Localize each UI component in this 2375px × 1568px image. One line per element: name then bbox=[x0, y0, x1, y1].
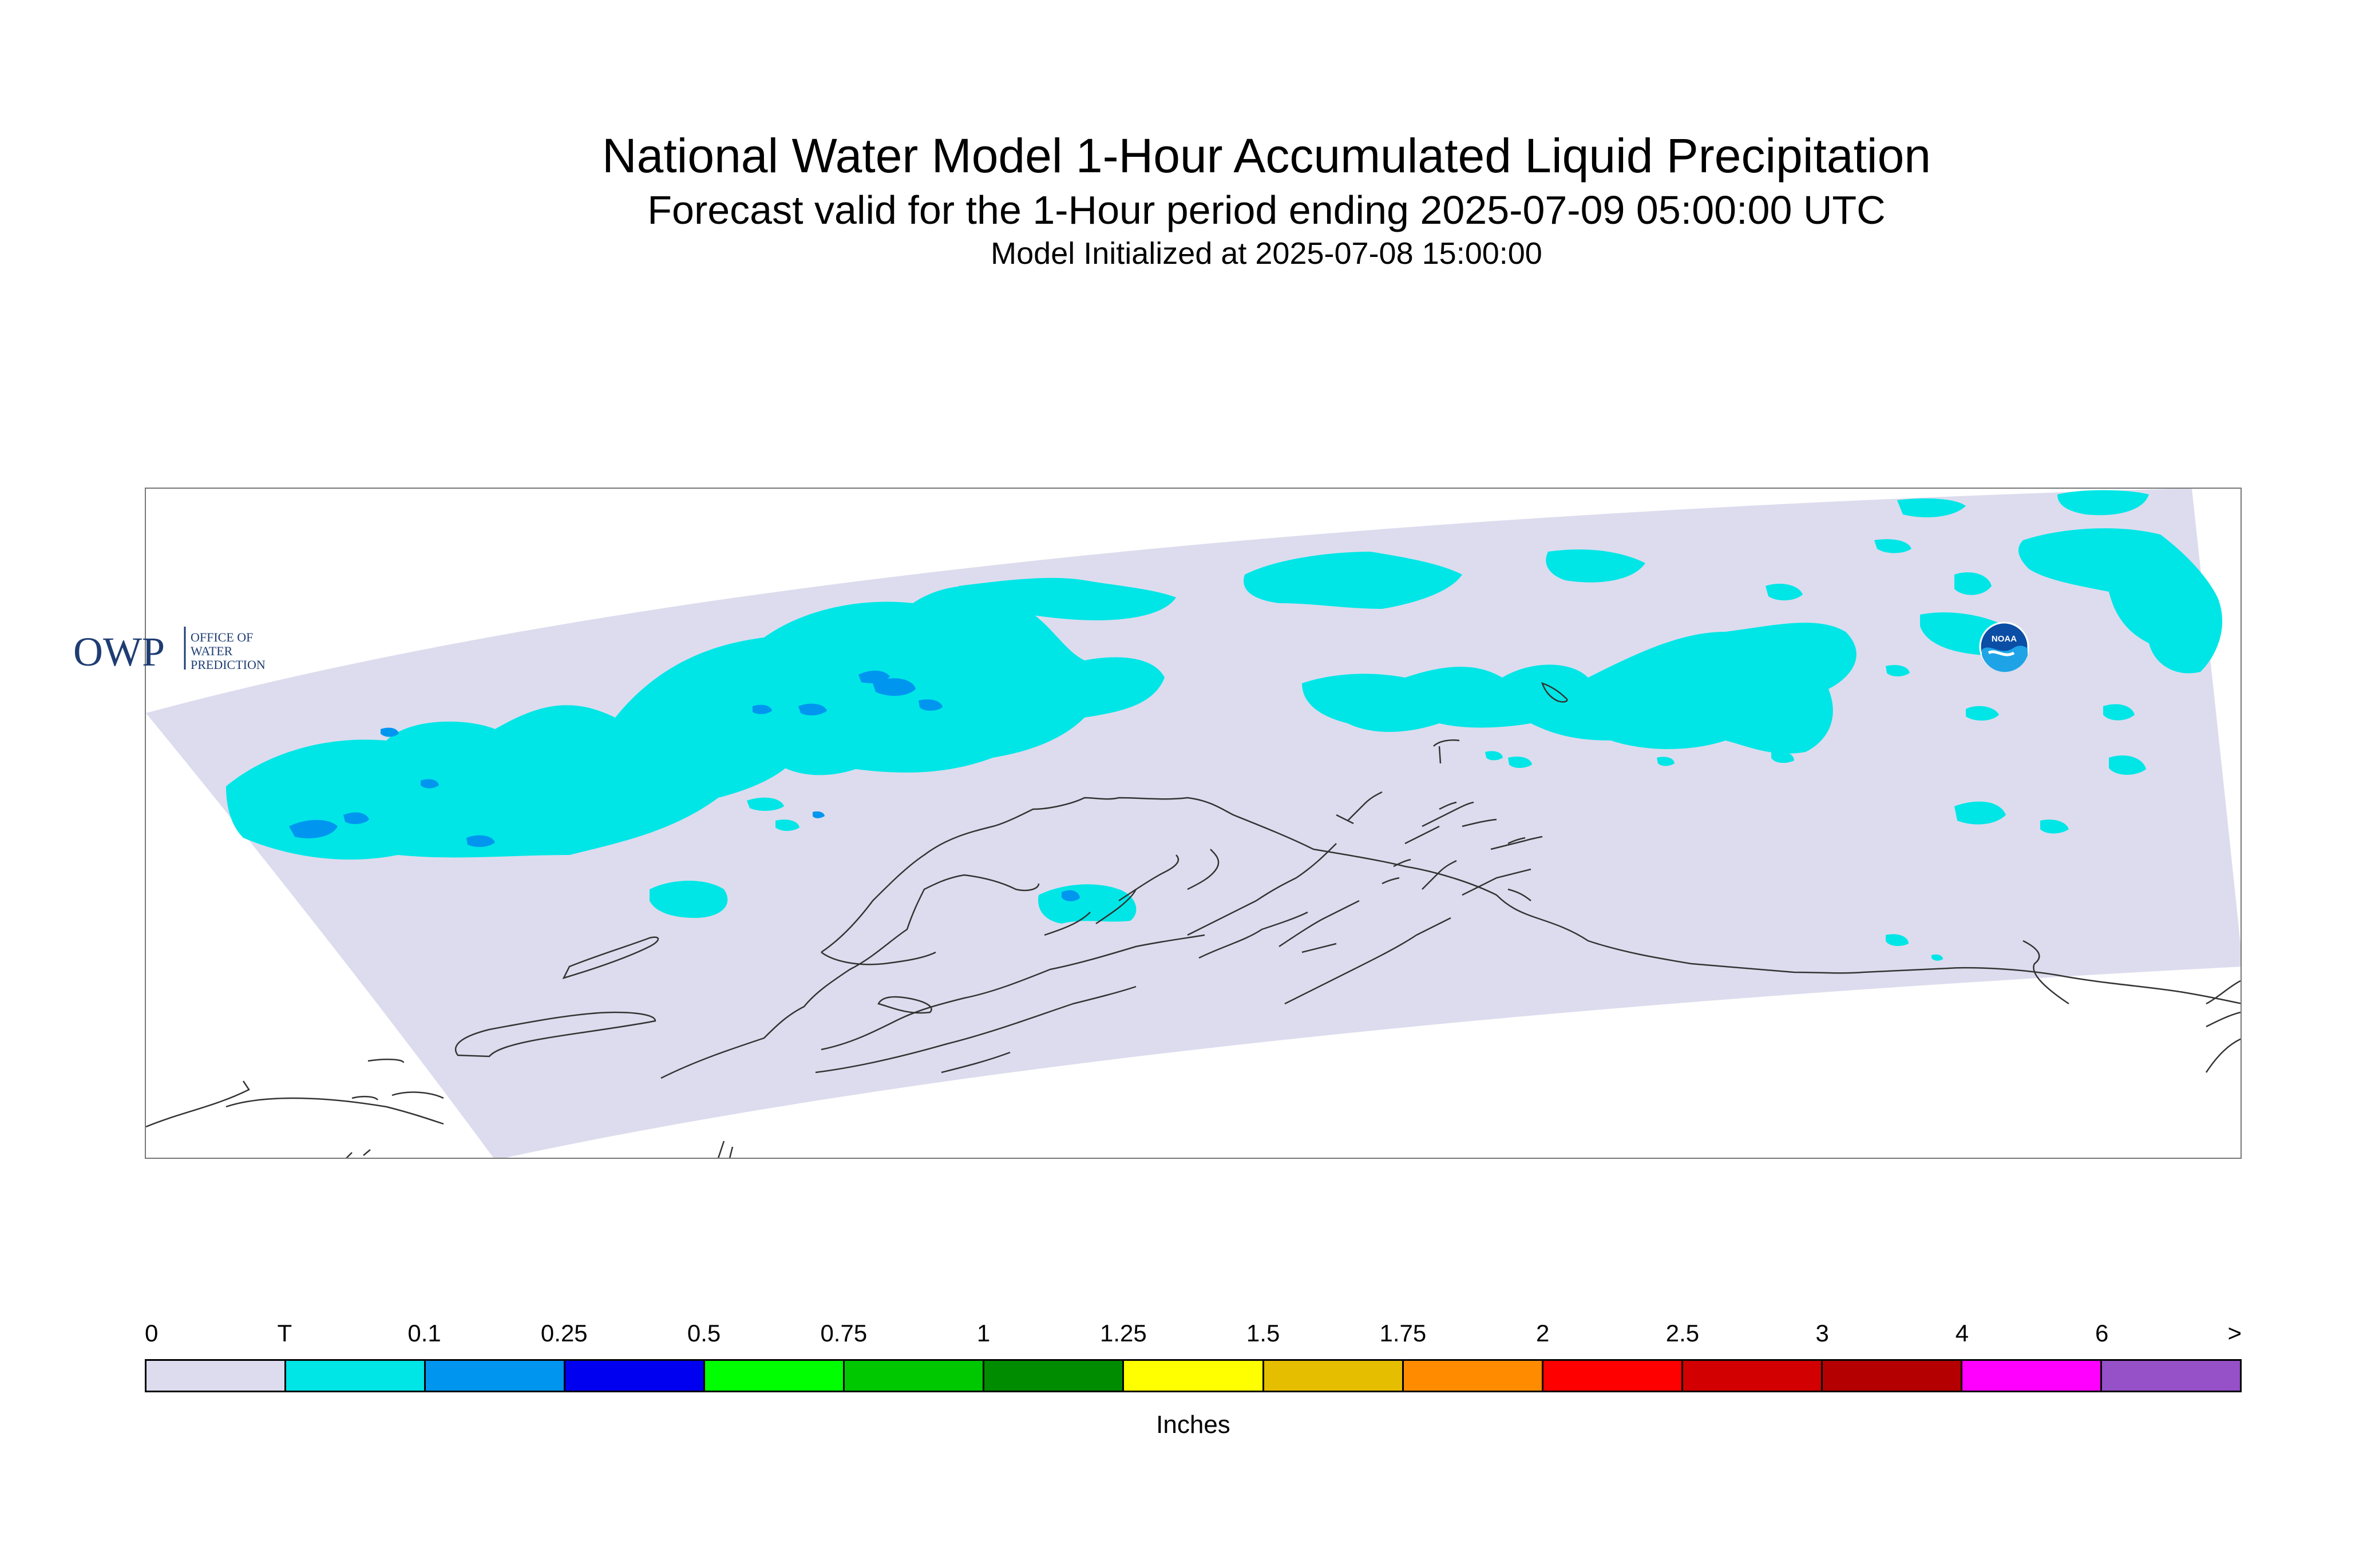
legend-swatch-1 bbox=[286, 1361, 426, 1391]
map-panel bbox=[145, 488, 2242, 1159]
legend-color-bar bbox=[145, 1359, 2242, 1392]
owp-logo-line3: PREDICTION bbox=[191, 658, 266, 672]
legend-tick-label: 3 bbox=[1815, 1320, 1829, 1347]
model-init-time: Model Initialized at 2025-07-08 15:00:00 bbox=[991, 236, 1542, 271]
legend-tick-label: 1 bbox=[976, 1320, 991, 1347]
legend-tick-label: 0 bbox=[145, 1320, 159, 1347]
legend-tick-label: 1.5 bbox=[1246, 1320, 1280, 1347]
legend-swatch-13 bbox=[1962, 1361, 2102, 1391]
legend-tick-label: 1.25 bbox=[1099, 1320, 1147, 1347]
legend-tick-label: 2 bbox=[1535, 1320, 1550, 1347]
map-subtitle: Forecast valid for the 1-Hour period end… bbox=[647, 188, 1886, 232]
legend-tick-label: T bbox=[277, 1320, 292, 1347]
legend-tick-labels: 0 T 0.1 0.25 0.5 0.75 1 1.25 1.5 1.75 2 2.5 3 4 6 > bbox=[145, 1316, 2242, 1356]
legend-tick-label: 0.5 bbox=[687, 1320, 721, 1347]
legend-swatch-0 bbox=[147, 1361, 287, 1391]
legend-tick-label: 0.75 bbox=[820, 1320, 868, 1347]
legend-units-label: Inches bbox=[1156, 1411, 1230, 1439]
legend-swatch-9 bbox=[1403, 1361, 1543, 1391]
precip-light-areas bbox=[289, 670, 1080, 901]
noaa-seal: NOAA bbox=[1979, 621, 2029, 672]
legend-swatch-7 bbox=[1124, 1361, 1264, 1391]
legend-swatch-5 bbox=[845, 1361, 985, 1391]
map-title: National Water Model 1-Hour Accumulated … bbox=[601, 129, 1931, 183]
color-legend: 0 T 0.1 0.25 0.5 0.75 1 1.25 1.5 1.75 2 2.5 3 4 6 > Inc… bbox=[145, 1316, 2242, 1439]
legend-tick-label: 6 bbox=[2095, 1320, 2109, 1347]
coastlines bbox=[146, 682, 2241, 1158]
legend-swatch-8 bbox=[1264, 1361, 1404, 1391]
map-canvas bbox=[146, 489, 2241, 1158]
legend-tick-label: 2.5 bbox=[1665, 1320, 1700, 1347]
legend-tick-label: 0.25 bbox=[540, 1320, 588, 1347]
owp-logo-graphic: OWP OFFICE OF WATER PREDICTION bbox=[73, 627, 266, 675]
legend-swatch-4 bbox=[705, 1361, 845, 1391]
owp-logo-line1: OFFICE OF bbox=[191, 630, 253, 644]
legend-swatch-2 bbox=[426, 1361, 566, 1391]
legend-swatch-10 bbox=[1543, 1361, 1683, 1391]
noaa-logo: NOAA bbox=[1978, 621, 2030, 672]
legend-swatch-14 bbox=[2101, 1361, 2240, 1391]
legend-tick-label: > bbox=[2227, 1320, 2242, 1347]
owp-logo-wordmark: OWP bbox=[73, 629, 165, 672]
legend-tick-label: 1.75 bbox=[1379, 1320, 1427, 1347]
legend-swatch-6 bbox=[984, 1361, 1125, 1391]
legend-swatch-3 bbox=[565, 1361, 706, 1391]
noaa-logo-text: NOAA bbox=[1992, 634, 2017, 644]
legend-tick-label: 0.1 bbox=[407, 1320, 441, 1347]
legend-tick-label: 4 bbox=[1955, 1320, 1969, 1347]
owp-logo-line2: WATER bbox=[191, 644, 233, 658]
legend-swatch-11 bbox=[1683, 1361, 1823, 1391]
owp-logo: OWP OFFICE OF WATER PREDICTION bbox=[73, 621, 279, 675]
legend-swatch-12 bbox=[1822, 1361, 1962, 1391]
